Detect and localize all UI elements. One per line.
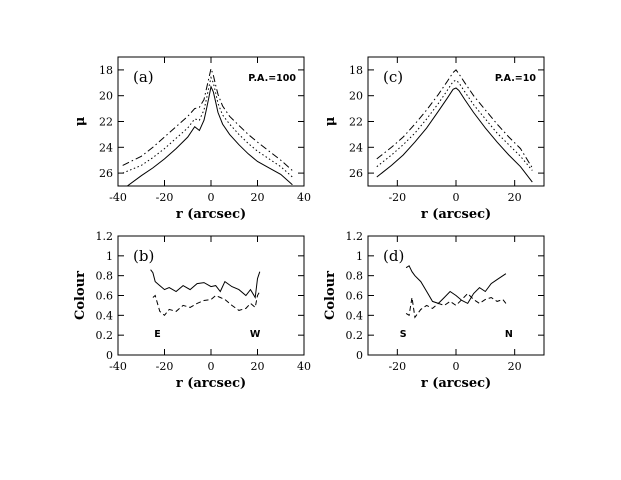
series-line-dotted — [376, 79, 533, 171]
series-line-dashdot — [376, 69, 533, 169]
y-tick-label: 0.2 — [96, 329, 114, 342]
panel-tag: (c) — [383, 68, 403, 86]
y-tick-label: 26 — [99, 167, 113, 180]
y-axis-label: μ — [73, 116, 88, 126]
series-line-solid — [405, 265, 507, 305]
y-tick-label: 22 — [349, 116, 363, 129]
y-tick-label: 1.2 — [96, 230, 114, 243]
direction-label-left: E — [154, 329, 161, 340]
y-tick-label: 1 — [356, 250, 363, 263]
y-tick-label: 20 — [99, 90, 113, 103]
y-tick-label: 0 — [106, 349, 113, 362]
y-tick-label: 0.2 — [346, 329, 364, 342]
x-tick-label: 40 — [297, 360, 311, 373]
y-tick-label: 26 — [349, 167, 363, 180]
y-tick-label: 0.6 — [96, 290, 114, 303]
y-axis-label: Colour — [73, 271, 88, 320]
x-axis-label: r (arcsec) — [421, 376, 491, 391]
x-tick-label: 20 — [251, 360, 265, 373]
series-line-solid — [376, 87, 533, 183]
panel-tag: (d) — [383, 247, 404, 265]
x-tick-label: -40 — [109, 191, 127, 204]
x-tick-label: -20 — [388, 360, 406, 373]
series-line-dashed — [405, 292, 507, 319]
y-tick-label: 20 — [349, 90, 363, 103]
x-tick-label: -20 — [156, 191, 174, 204]
y-axis-label: Colour — [323, 271, 338, 320]
x-tick-label: 20 — [508, 360, 522, 373]
x-axis-label: r (arcsec) — [176, 376, 246, 391]
y-tick-label: 18 — [349, 64, 363, 77]
x-tick-label: 0 — [453, 360, 460, 373]
y-tick-label: 22 — [99, 116, 113, 129]
y-axis-label: μ — [323, 116, 338, 126]
y-tick-label: 0.4 — [96, 309, 114, 322]
x-tick-label: 20 — [251, 191, 265, 204]
y-tick-label: 0.8 — [96, 270, 114, 283]
x-tick-label: 0 — [208, 191, 215, 204]
direction-label-right: W — [250, 329, 261, 340]
x-tick-label: -20 — [388, 191, 406, 204]
direction-label-right: N — [505, 329, 513, 340]
x-axis-label: r (arcsec) — [421, 207, 491, 222]
panel-c: -20 0 20 18 20 22 24 26 r (arcsec) μ (c) P.A.=10 — [323, 56, 545, 222]
x-tick-label: 0 — [208, 360, 215, 373]
series-line-dashed — [152, 291, 261, 317]
y-tick-label: 0 — [356, 349, 363, 362]
x-tick-label: -20 — [156, 360, 174, 373]
position-angle-label: P.A.=100 — [248, 73, 296, 84]
position-angle-label: P.A.=10 — [495, 73, 537, 84]
series-line-dashdot — [122, 66, 293, 171]
x-tick-label: -40 — [109, 360, 127, 373]
panel-d: -20 0 20 0 0.2 0.4 0.6 0.8 1 1.2 r (arcsec) Colour (… — [323, 230, 545, 391]
y-tick-label: 0.4 — [346, 309, 364, 322]
panel-tag: (b) — [133, 247, 154, 265]
y-tick-label: 18 — [99, 64, 113, 77]
series-line-solid — [150, 269, 261, 300]
y-tick-label: 24 — [99, 141, 113, 154]
panel-b: -40 -20 0 20 40 0 0.2 0.4 0.6 0.8 1 1.2 r (arcsec) Co… — [73, 230, 311, 391]
panel-tag: (a) — [133, 68, 154, 86]
series-line-dotted — [122, 76, 293, 178]
x-tick-label: 40 — [297, 191, 311, 204]
y-tick-label: 24 — [349, 141, 363, 154]
x-axis-label: r (arcsec) — [176, 207, 246, 222]
direction-label-left: S — [400, 329, 407, 340]
x-tick-label: 0 — [453, 191, 460, 204]
panel-a: -40 -20 0 20 40 18 20 22 24 26 r (arcsec) μ (a) P.A.=… — [73, 56, 311, 222]
x-tick-label: 20 — [508, 191, 522, 204]
series-line-solid — [127, 85, 293, 186]
y-tick-label: 1.2 — [346, 230, 364, 243]
y-tick-label: 0.6 — [346, 290, 364, 303]
y-tick-label: 0.8 — [346, 270, 364, 283]
y-tick-label: 1 — [106, 250, 113, 263]
